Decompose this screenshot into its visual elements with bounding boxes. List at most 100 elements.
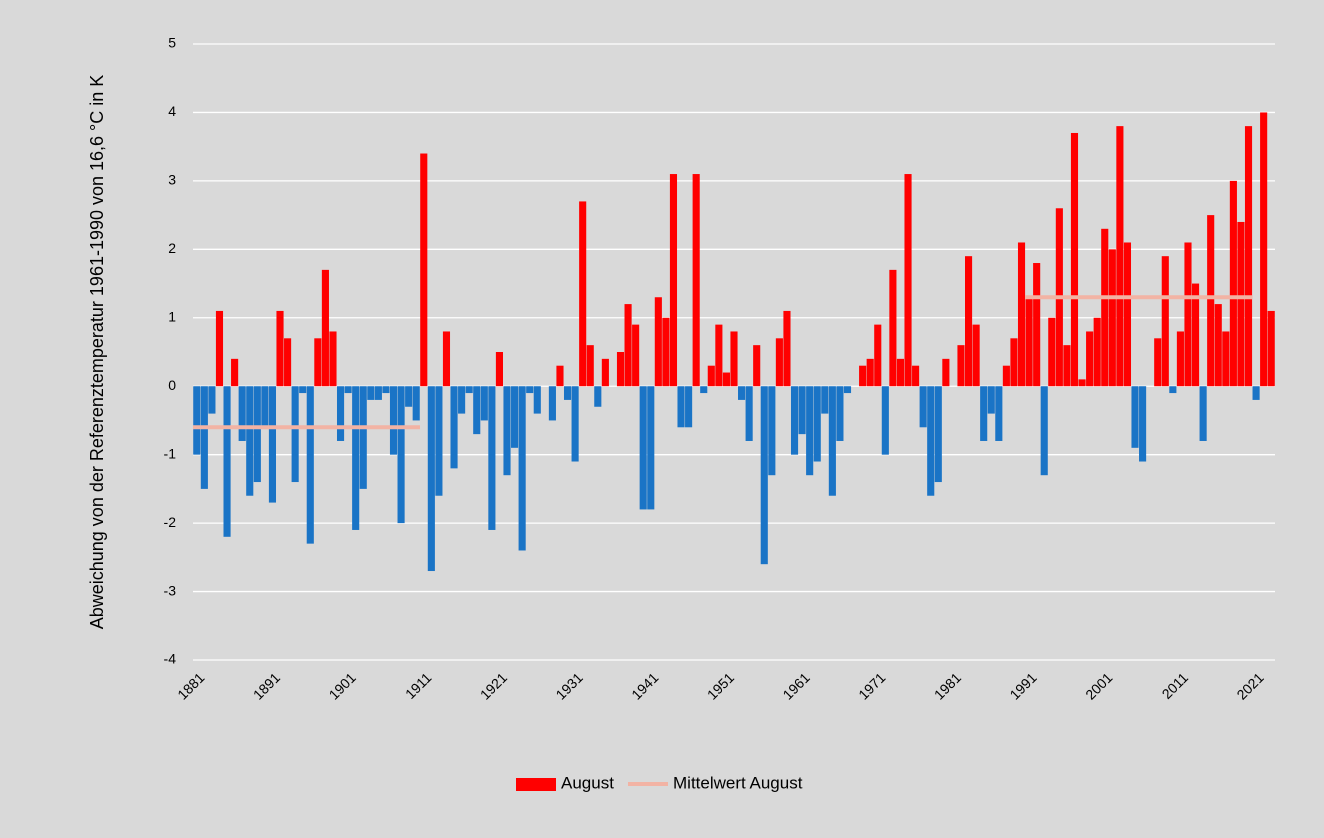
bar [223,386,231,537]
y-tick-label: 3 [168,172,176,188]
bar [685,386,693,428]
y-tick-label: -4 [164,651,177,667]
bar [753,345,761,387]
y-tick-label: -3 [164,582,177,598]
y-tick-label: -1 [164,445,177,461]
bar [488,386,496,530]
legend-label: Mittelwert August [673,773,803,792]
bar [934,386,942,483]
y-tick-label: 5 [168,35,176,51]
bar [511,386,519,448]
bar [359,386,367,489]
bar [806,386,814,476]
bar [912,365,920,387]
bar [314,338,322,387]
bar [200,386,208,489]
bar [843,386,852,394]
bar [503,386,511,476]
legend-swatch [516,778,556,791]
bar [722,372,730,387]
bar [367,386,375,400]
bar [639,386,647,510]
bar [427,386,435,572]
y-tick-label: 4 [168,103,176,119]
bar [1267,310,1275,387]
bar [707,365,715,387]
bar [193,386,201,455]
bar [866,358,874,387]
bar [1086,331,1094,387]
bar [798,386,806,435]
y-tick-label: -2 [164,514,177,530]
bar [828,386,836,496]
bar [760,386,768,565]
bar [1191,283,1200,387]
bar [616,352,625,387]
bar [889,269,897,387]
bar [1017,242,1026,387]
bar [495,352,503,387]
bar [261,386,269,428]
bar [972,324,980,387]
bar [677,386,685,428]
bar [1222,331,1230,387]
legend-label: August [561,773,614,792]
bar [1176,331,1184,387]
bar [965,256,973,387]
bar [783,310,791,387]
bar [1070,132,1079,387]
bar [420,153,428,387]
bar [336,386,345,441]
bar [1184,242,1192,387]
bar [329,331,337,387]
bar [1078,379,1086,387]
bar [700,386,708,394]
bar [1214,304,1222,387]
bar [692,174,700,387]
bar [1169,386,1177,394]
bar [526,386,534,394]
bar [896,358,905,387]
bar [231,358,239,387]
bar [881,386,889,455]
bar [654,297,662,387]
bar [1063,345,1071,387]
bar [1040,386,1048,476]
bar [1131,386,1139,448]
bar [291,386,299,483]
bar [768,386,776,476]
bar [919,386,927,428]
bar [942,358,950,387]
bar [299,386,307,394]
bar [1229,180,1237,387]
bar [987,386,995,414]
bar [775,338,783,387]
bar [669,174,678,387]
bar [352,386,360,530]
bar [412,386,420,421]
bar [632,324,640,387]
bar [306,386,314,544]
bar [556,365,564,387]
bar [473,386,481,435]
bar [662,317,670,387]
bar [813,386,821,462]
bar [1101,228,1109,387]
bar [435,386,443,496]
bar [465,386,473,394]
bar [1260,112,1268,387]
bar [563,386,572,400]
bar [276,310,284,387]
bar [268,386,277,503]
bar [647,386,655,510]
bar [579,201,587,387]
bar [1199,386,1207,441]
bar [738,386,746,400]
bar [1161,256,1169,387]
bar [957,345,965,387]
bar [594,386,602,407]
bar [980,386,988,441]
bar [821,386,829,414]
